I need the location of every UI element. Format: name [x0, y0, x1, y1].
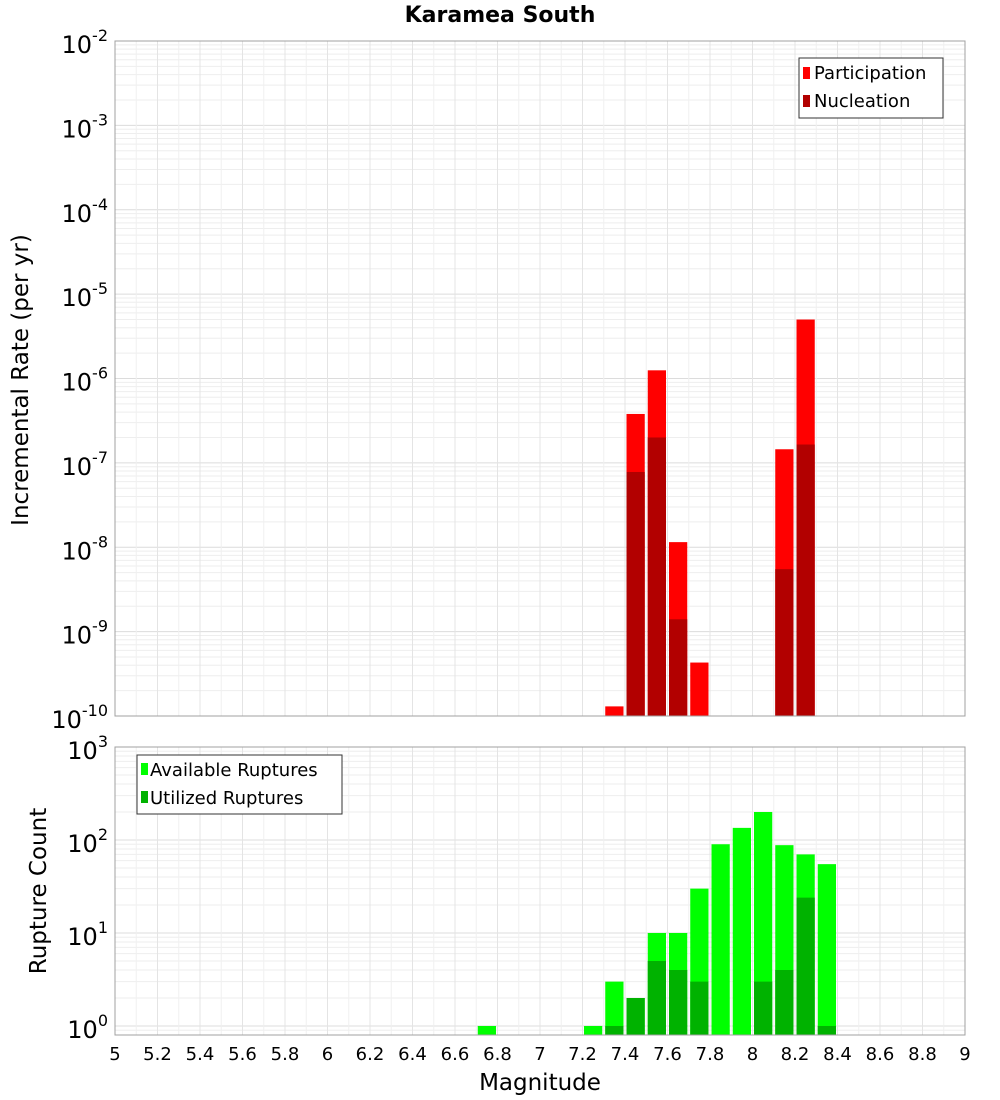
bottom-bar-utilized-ruptures: [796, 897, 815, 1035]
top-bar-nucleation: [669, 619, 688, 716]
legend-available-ruptures-label: Available Ruptures: [150, 760, 318, 781]
bottom-bar-available-ruptures: [732, 827, 751, 1035]
bottom-bar-available-ruptures: [605, 981, 624, 1035]
bottom-bars: [477, 812, 836, 1035]
top-y-axis-label: Incremental Rate (per yr): [8, 234, 34, 526]
top-y-tick-label: 10-10: [51, 701, 108, 734]
top-bar-nucleation: [796, 444, 815, 716]
x-tick-label: 6.8: [483, 1044, 512, 1065]
top-y-tick-label: 10-5: [62, 279, 109, 312]
bottom-bar-utilized-ruptures: [647, 960, 666, 1035]
x-tick-label: 7.2: [568, 1044, 597, 1065]
bottom-bar-available-ruptures: [711, 844, 730, 1035]
top-y-tick-label: 10-7: [62, 448, 109, 481]
bottom-plot-frame: [114, 746, 966, 1036]
x-tick-label: 7: [534, 1044, 545, 1065]
top-y-tick-label: 10-6: [62, 364, 109, 397]
legend-utilized-ruptures-swatch: [141, 791, 148, 803]
legend-nucleation-swatch: [803, 95, 810, 107]
x-axis-label: Magnitude: [479, 1070, 601, 1096]
x-tick-label: 7.4: [611, 1044, 640, 1065]
top-bar-nucleation: [647, 437, 666, 716]
top-bar-participation: [690, 662, 709, 716]
x-tick-label: 5.2: [143, 1044, 172, 1065]
top-gridlines: [114, 40, 966, 717]
x-tick-label: 7.6: [653, 1044, 682, 1065]
x-tick-label: 5.6: [228, 1044, 257, 1065]
top-y-tick-label: 10-2: [62, 26, 109, 59]
legend-utilized-ruptures-label: Utilized Ruptures: [150, 788, 303, 809]
top-y-tick-label: 10-8: [62, 532, 109, 565]
top-bar-participation: [605, 706, 624, 716]
x-tick-label: 6.2: [356, 1044, 385, 1065]
bottom-bar-utilized-ruptures: [817, 1025, 836, 1035]
x-tick-labels: 5 5.2 5.4 5.6 5.8 6 6.2 6.4 6.6 6.8 7 7.2 7.4 7.6 7.8 8…: [109, 1044, 970, 1065]
x-tick-label: 8.2: [781, 1044, 810, 1065]
bottom-bar-available-ruptures: [754, 812, 773, 1035]
bottom-y-tick-label: 102: [67, 825, 108, 858]
chart-title: Karamea South: [405, 3, 596, 28]
top-plot-frame: [114, 40, 966, 717]
x-tick-label: 8.6: [866, 1044, 895, 1065]
x-tick-label: 6.4: [398, 1044, 427, 1065]
legend-available-ruptures-swatch: [141, 763, 148, 775]
x-tick-label: 6.6: [441, 1044, 470, 1065]
bottom-bar-available-ruptures: [477, 1025, 496, 1035]
bottom-bar-available-ruptures: [817, 864, 836, 1035]
bottom-y-tick-label: 101: [67, 918, 108, 951]
bottom-bar-available-ruptures: [584, 1025, 603, 1035]
top-y-tick-label: 10-4: [62, 195, 109, 228]
bottom-bar-utilized-ruptures: [626, 997, 645, 1035]
x-tick-label: 5: [109, 1044, 120, 1065]
x-tick-label: 8.4: [823, 1044, 852, 1065]
bottom-bar-utilized-ruptures: [775, 969, 794, 1035]
bottom-bar-utilized-ruptures: [690, 981, 709, 1035]
legend-participation-swatch: [803, 67, 810, 79]
legend-participation-label: Participation: [814, 63, 926, 84]
bottom-y-tick-label: 100: [67, 1011, 108, 1044]
x-tick-label: 8: [747, 1044, 758, 1065]
bottom-y-tick-labels: 103 102 101 100: [67, 732, 108, 1044]
bottom-legend: Available Ruptures Utilized Ruptures: [136, 754, 343, 815]
x-tick-label: 5.8: [271, 1044, 300, 1065]
top-legend: Participation Nucleation: [798, 57, 944, 119]
bottom-bar-utilized-ruptures: [669, 969, 688, 1035]
bottom-y-tick-label: 103: [67, 732, 108, 765]
top-y-tick-label: 10-9: [62, 617, 109, 650]
top-y-tick-labels: 10-2 10-3 10-4 10-5 10-6 10-7 10-8 10-9 10-10: [51, 26, 108, 734]
top-y-tick-label: 10-3: [62, 110, 109, 143]
bottom-legend-box: [136, 754, 343, 815]
legend-nucleation-label: Nucleation: [814, 91, 910, 112]
x-tick-label: 7.8: [696, 1044, 725, 1065]
top-legend-box: [798, 57, 944, 119]
x-tick-label: 9: [959, 1044, 970, 1065]
bottom-bar-utilized-ruptures: [754, 981, 773, 1035]
x-tick-label: 8.8: [908, 1044, 937, 1065]
x-tick-label: 6: [322, 1044, 333, 1065]
bottom-bar-utilized-ruptures: [605, 1025, 624, 1035]
top-bars: [605, 319, 815, 716]
x-tick-label: 5.4: [186, 1044, 215, 1065]
bottom-y-axis-label: Rupture Count: [26, 808, 52, 974]
top-bar-nucleation: [626, 471, 645, 716]
top-bar-nucleation: [775, 569, 794, 716]
